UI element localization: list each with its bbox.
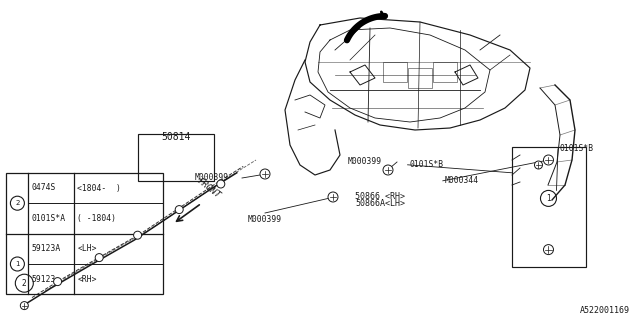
Text: 0474S: 0474S: [31, 183, 56, 193]
Text: 1: 1: [546, 194, 551, 203]
Bar: [6, 173, 163, 294]
Circle shape: [383, 165, 393, 175]
Text: A522001169: A522001169: [580, 306, 630, 315]
Circle shape: [328, 192, 338, 202]
Text: 0101S*B: 0101S*B: [560, 144, 594, 153]
Text: 2: 2: [22, 279, 27, 288]
Circle shape: [543, 244, 554, 255]
Bar: [512, 147, 586, 267]
Circle shape: [217, 180, 225, 188]
Text: <1804-  ): <1804- ): [77, 183, 121, 193]
Text: M000399: M000399: [348, 157, 382, 166]
Circle shape: [534, 161, 543, 169]
Text: 50866 <RH>: 50866 <RH>: [355, 192, 405, 201]
Text: 2: 2: [15, 200, 20, 206]
Circle shape: [54, 278, 61, 286]
Bar: [383, 62, 407, 82]
Circle shape: [95, 254, 103, 262]
Text: <LH>: <LH>: [77, 244, 97, 253]
Text: 0101S*B: 0101S*B: [410, 160, 444, 169]
Circle shape: [175, 206, 183, 214]
Text: FRONT: FRONT: [195, 176, 222, 200]
Text: 59123: 59123: [31, 275, 56, 284]
Text: 0101S*A: 0101S*A: [31, 214, 65, 223]
Bar: [433, 62, 457, 82]
Text: M000344: M000344: [445, 176, 479, 185]
Text: 1: 1: [15, 261, 20, 267]
Circle shape: [134, 231, 141, 239]
Text: ( -1804): ( -1804): [77, 214, 116, 223]
Text: M000399: M000399: [195, 173, 229, 182]
Circle shape: [260, 169, 270, 179]
Circle shape: [20, 301, 28, 309]
Text: 50866A<LH>: 50866A<LH>: [355, 199, 405, 208]
Text: 59123A: 59123A: [31, 244, 61, 253]
Text: M000399: M000399: [248, 215, 282, 224]
Circle shape: [543, 155, 554, 165]
Bar: [138, 134, 214, 181]
Bar: [408, 68, 432, 88]
Text: 50814: 50814: [161, 132, 191, 142]
Text: <RH>: <RH>: [77, 275, 97, 284]
